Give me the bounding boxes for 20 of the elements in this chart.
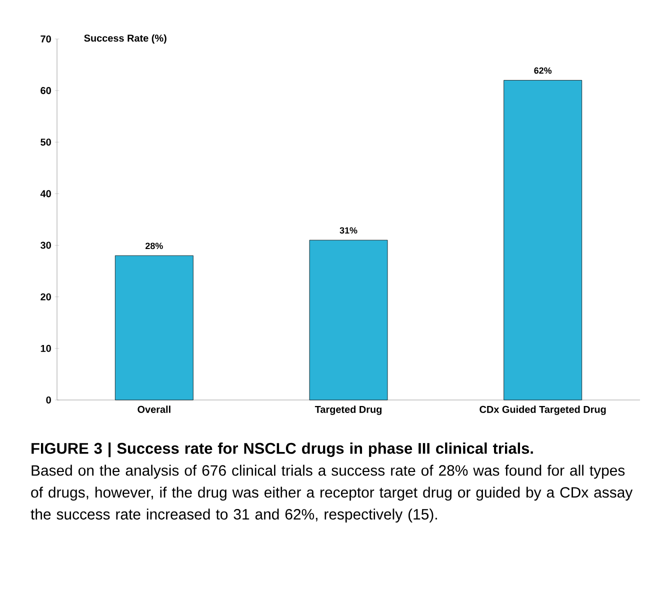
y-tick-label: 40 (40, 190, 51, 198)
x-tick-label: Overall (138, 406, 170, 413)
text: FIGURE 3 | Success rate for NSCLC drugs in phase III clinical trials. (32, 442, 533, 458)
text: Based on the analysis of 676 clinical trials a success rate of 28% was found for all types of drugs, however, if the drug was either a receptor target drug or guided by a CDx assay the success rate increased to 31 and 62%, respectively (15). (30, 464, 633, 523)
bar (309, 240, 388, 400)
y-axis-title: Success Rate (%) (84, 34, 166, 44)
data-label: 62% (534, 67, 552, 74)
y-tick-label: 20 (40, 293, 51, 300)
y-tick-label: 30 (40, 242, 51, 249)
x-tick-label: Targeted Drug (314, 406, 382, 415)
data-label: 31% (340, 227, 358, 234)
y-tick-label: 0 (46, 396, 51, 404)
bar (114, 255, 194, 400)
data-label: 28% (146, 242, 163, 250)
y-tick-label: 50 (40, 138, 51, 146)
y-tick-label: 60 (40, 87, 51, 94)
y-tick-label: 10 (40, 344, 51, 352)
y-tick-label: 70 (40, 35, 51, 43)
x-tick-label: CDx Guided Targeted Drug (480, 406, 606, 415)
bar (504, 80, 582, 400)
